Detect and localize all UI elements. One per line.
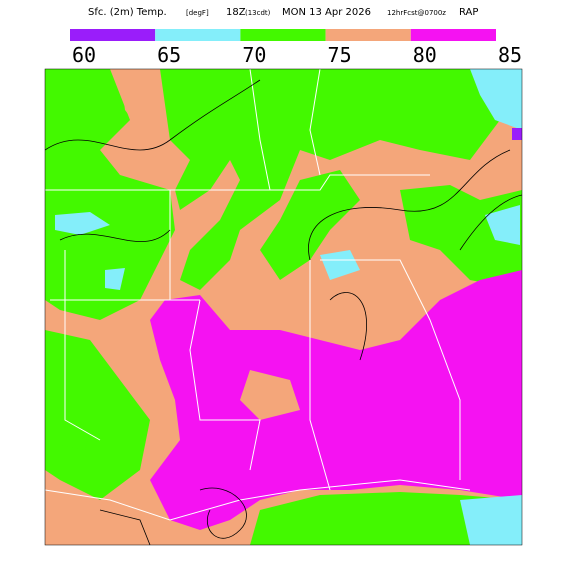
contours [45,79,522,545]
region [240,370,300,420]
region [485,205,520,245]
map [44,68,523,546]
region [460,495,522,545]
region [320,250,360,280]
colorbar-segment [410,29,496,41]
region [105,268,125,290]
region [400,185,522,290]
colorbar-label: 70 [242,43,266,67]
colorbar-segment [325,29,411,41]
region [55,212,110,235]
region [45,69,175,320]
region [120,69,160,130]
region [60,420,90,450]
title-units: [degF] [186,9,209,17]
region [260,170,360,280]
colorbar-label: 75 [328,43,352,67]
title-model: RAP [459,7,478,18]
title: Sfc. (2m) Temp. [88,7,167,18]
region [250,492,522,545]
colorbar-segment [155,29,241,41]
colorbar-segment [240,29,326,41]
region [512,128,522,140]
colorbar-segment [70,29,156,41]
title-local-time: (13cdt) [245,9,271,17]
title-forecast: 12hrFcst@0700z [387,9,446,17]
colorbar-label: 65 [157,43,181,67]
state-borders [45,69,471,521]
region [160,69,500,290]
colorbar-label: 80 [413,43,437,67]
colorbar-label: 85 [498,43,522,67]
region [45,330,150,500]
region [470,69,522,130]
region [150,270,522,530]
region [45,500,200,545]
colorbar: 60 65 70 75 80 85 [70,29,522,67]
title-date: MON 13 Apr 2026 [282,7,371,18]
title-time: 18Z [226,7,246,18]
colorbar-label: 60 [72,43,96,67]
map-frame [44,68,523,546]
